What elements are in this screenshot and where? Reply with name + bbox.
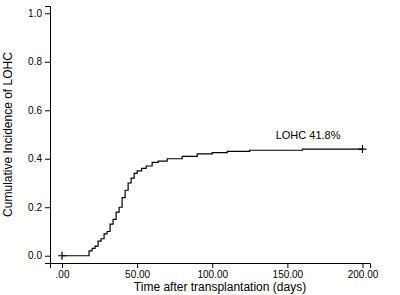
x-axis: .00 50.00 100.00 150.00 200.00 [51,263,379,280]
y-tick: 1.0 [28,8,50,19]
x-tick: .00 [56,263,70,280]
y-tick-label: 0.0 [28,250,42,261]
y-tick: 0.2 [28,202,50,213]
annotation: LOHC 41.8% [276,129,341,141]
step-line [62,149,362,256]
y-tick-mark [45,110,50,111]
x-tick-label: .00 [56,269,70,280]
y-tick-mark [45,159,50,160]
y-tick-label: 0.8 [28,56,42,67]
x-tick-label: 200.00 [348,269,379,280]
y-axis-line [45,7,51,264]
x-axis-line [51,264,371,269]
plot-area [58,145,366,260]
y-axis-title: Cumulative Incidence of LOHC [1,52,15,217]
x-tick-label: 100.00 [197,269,228,280]
x-tick-mark [62,263,63,268]
y-tick-label: 0.6 [28,105,42,116]
x-tick-mark [362,263,363,268]
y-tick-label: 0.2 [28,202,42,213]
x-tick: 100.00 [197,263,228,280]
y-tick: 0.6 [28,105,50,116]
x-tick: 50.00 [125,263,150,280]
censor-marker [58,252,66,260]
y-tick: 0.0 [28,250,50,261]
chart: .0050.00100.00150.00200.000.00.20.40.60.… [0,0,400,295]
x-tick-label: 150.00 [273,269,304,280]
x-tick-mark [212,263,213,268]
y-axis: 0.0 0.2 0.4 0.6 0.8 1.0 [28,7,50,264]
y-tick-mark [45,207,50,208]
censor-marker [358,145,366,153]
y-tick-label: 0.4 [28,153,42,164]
y-tick-label: 1.0 [28,8,42,19]
y-tick: 0.8 [28,56,50,67]
x-tick-label: 50.00 [125,269,150,280]
x-tick: 150.00 [273,263,304,280]
y-tick-mark [45,13,50,14]
y-tick-mark [45,256,50,257]
y-tick: 0.4 [28,153,50,164]
x-tick: 200.00 [348,263,379,280]
x-tick-mark [137,263,138,268]
x-axis-title: Time after transplantation (days) [134,280,306,294]
x-tick-mark [287,263,288,268]
y-tick-mark [45,62,50,63]
